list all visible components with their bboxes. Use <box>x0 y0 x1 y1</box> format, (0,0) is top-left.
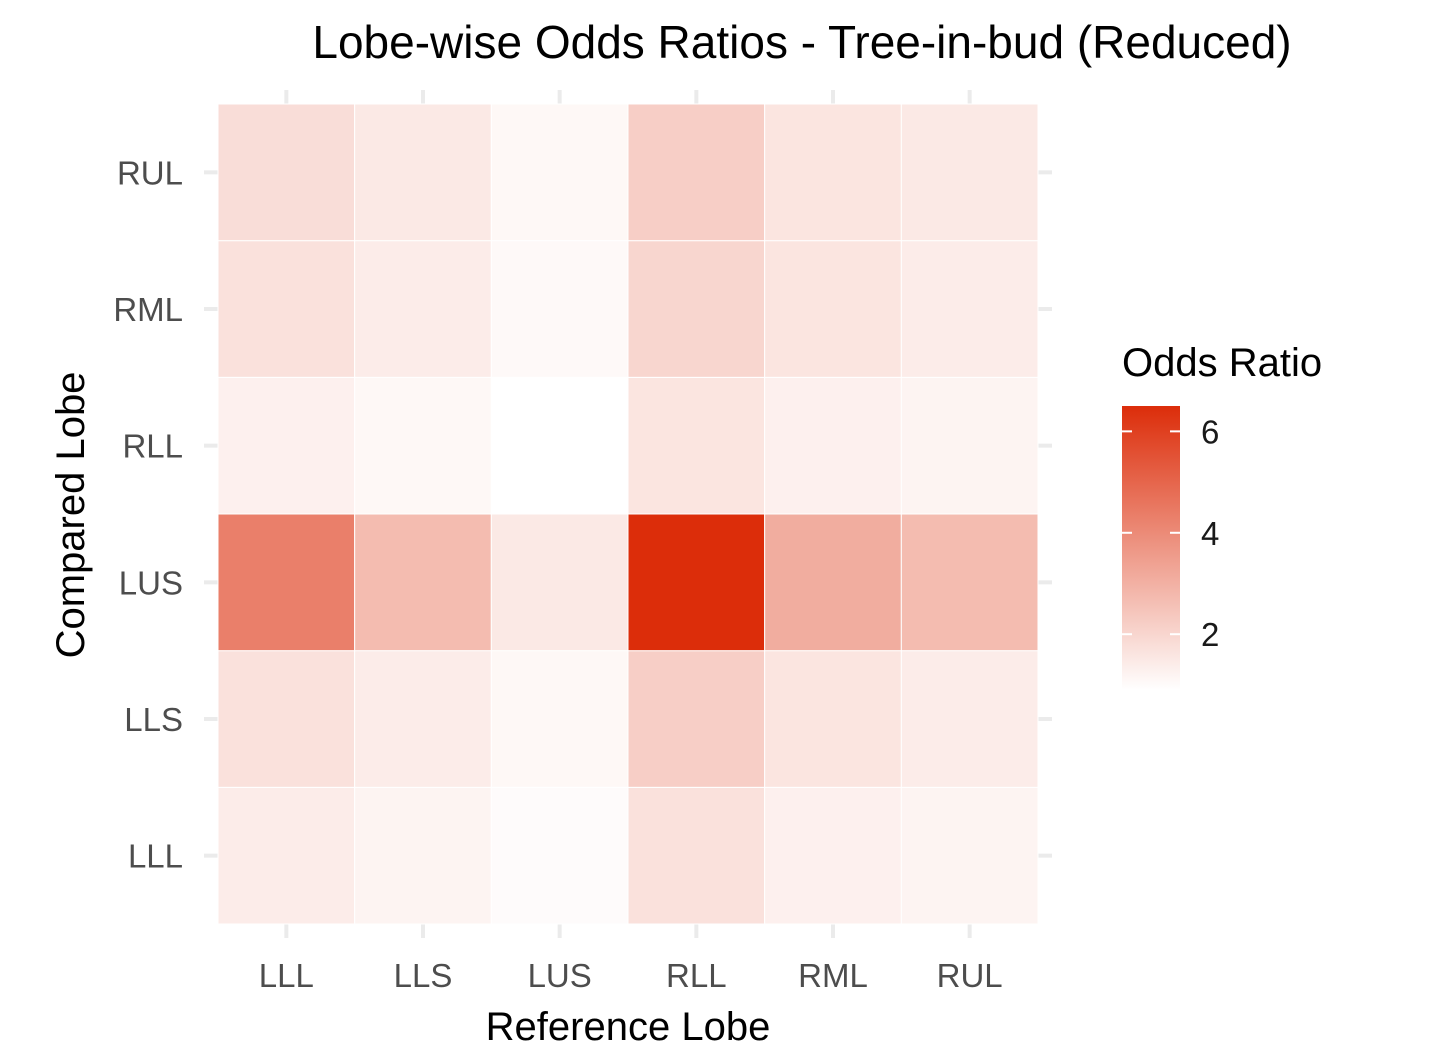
cell-rll-vs-rul <box>900 376 1039 515</box>
legend-tick-label-6: 6 <box>1201 413 1219 450</box>
x-tick-label-rml: RML <box>798 957 868 994</box>
y-tick-label-lus: LUS <box>119 564 183 601</box>
cell-lll-vs-lus <box>490 786 629 925</box>
cell-lus-vs-rul <box>900 513 1039 652</box>
cell-rul-vs-lls <box>354 103 492 242</box>
chart-title: Lobe-wise Odds Ratios - Tree-in-bud (Red… <box>312 16 1291 68</box>
cell-rml-vs-lus <box>490 240 629 378</box>
cell-lll-vs-rul <box>900 786 1039 925</box>
legend: Odds Ratio 2 4 6 <box>1122 341 1322 690</box>
cell-lll-vs-lll <box>217 786 356 925</box>
cell-rll-vs-rll <box>627 376 766 515</box>
cell-lls-vs-rul <box>900 650 1039 788</box>
cell-lls-vs-rll <box>627 650 766 788</box>
cell-rul-vs-lll <box>217 103 356 242</box>
cell-lls-vs-lls <box>354 650 492 788</box>
cell-lus-vs-rml <box>764 513 902 652</box>
x-tick-label-lll: LLL <box>259 957 314 994</box>
legend-title: Odds Ratio <box>1122 341 1322 385</box>
cell-lus-vs-lls <box>354 513 492 652</box>
cell-lls-vs-lus <box>490 650 629 788</box>
cell-rll-vs-lls <box>354 376 492 515</box>
x-tick-label-lus: LUS <box>528 957 592 994</box>
cell-rul-vs-rul <box>900 103 1039 242</box>
y-tick-label-rml: RML <box>113 291 183 328</box>
legend-ticks: 2 4 6 <box>1122 413 1219 653</box>
cell-rul-vs-lus <box>490 103 629 242</box>
cell-lus-vs-lus <box>490 513 629 652</box>
cell-rll-vs-lus <box>490 376 629 515</box>
y-tick-label-rul: RUL <box>117 154 183 191</box>
heatmap-cells <box>217 103 1039 925</box>
cell-rml-vs-rul <box>900 240 1039 378</box>
cell-rml-vs-rml <box>764 240 902 378</box>
x-axis-title: Reference Lobe <box>486 1005 771 1049</box>
cell-rll-vs-lll <box>217 376 356 515</box>
cell-lll-vs-rml <box>764 786 902 925</box>
y-axis-title: Compared Lobe <box>49 372 93 659</box>
cell-lus-vs-rll <box>627 513 766 652</box>
legend-tick-label-2: 2 <box>1201 616 1219 653</box>
y-tick-label-rll: RLL <box>122 428 183 465</box>
cell-rml-vs-lls <box>354 240 492 378</box>
x-tick-label-lls: LLS <box>394 957 453 994</box>
cell-lus-vs-lll <box>217 513 356 652</box>
cell-lll-vs-rll <box>627 786 766 925</box>
x-tick-label-rul: RUL <box>937 957 1003 994</box>
cell-rml-vs-rll <box>627 240 766 378</box>
y-tick-label-lls: LLS <box>124 701 183 738</box>
x-axis-ticks: LLL LLS LUS RLL RML RUL <box>259 957 1003 994</box>
cell-lls-vs-lll <box>217 650 356 788</box>
cell-lll-vs-lls <box>354 786 492 925</box>
cell-rml-vs-lll <box>217 240 356 378</box>
y-axis-ticks: LLL LLS LUS RLL RML RUL <box>113 154 183 874</box>
legend-tick-label-4: 4 <box>1201 515 1219 552</box>
cell-lls-vs-rml <box>764 650 902 788</box>
x-tick-label-rll: RLL <box>666 957 727 994</box>
legend-colorbar <box>1122 406 1180 690</box>
y-tick-label-lll: LLL <box>128 838 183 875</box>
cell-rul-vs-rll <box>627 103 766 242</box>
cell-rll-vs-rml <box>764 376 902 515</box>
cell-rul-vs-rml <box>764 103 902 242</box>
